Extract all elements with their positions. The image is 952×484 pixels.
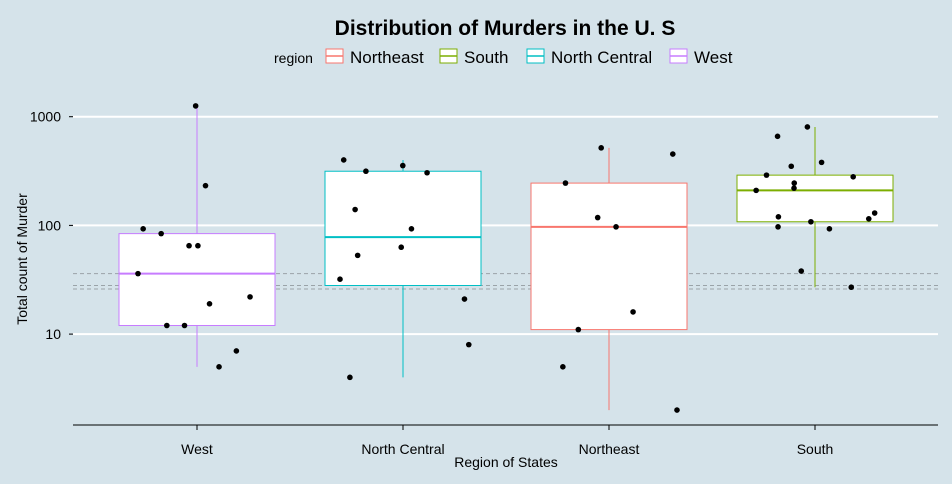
box-north-central	[324, 159, 482, 378]
data-point	[216, 364, 222, 370]
data-point	[808, 218, 814, 225]
data-point	[164, 322, 170, 329]
data-point	[848, 284, 855, 291]
data-point	[775, 224, 781, 230]
data-point	[195, 242, 201, 249]
data-point	[399, 162, 406, 169]
box-body	[324, 170, 482, 286]
data-point	[461, 296, 468, 302]
y-tick-label: 1000	[30, 109, 61, 125]
box-northeast	[530, 147, 688, 411]
data-point	[613, 224, 619, 230]
data-point	[818, 159, 825, 166]
data-point	[871, 210, 878, 216]
data-point	[347, 374, 353, 381]
legend: region Northeast South North Central West	[274, 48, 733, 67]
x-axis-ticks: West North Central Northeast South	[181, 425, 833, 457]
data-point	[354, 252, 361, 259]
data-point	[363, 168, 369, 175]
x-tick-label: North Central	[361, 441, 444, 457]
y-axis-label: Total count of Murder	[14, 193, 30, 325]
x-tick-label: West	[181, 441, 213, 457]
y-tick-label: 100	[38, 217, 62, 233]
data-point	[594, 214, 601, 221]
data-point	[352, 206, 358, 213]
data-point	[562, 180, 569, 186]
boxes	[118, 105, 894, 411]
data-point	[791, 185, 797, 191]
data-point	[181, 322, 188, 329]
data-point	[206, 300, 213, 307]
data-point	[763, 172, 770, 178]
data-point	[798, 268, 805, 274]
x-tick-label: South	[797, 441, 834, 457]
data-point	[202, 182, 209, 189]
data-point	[674, 407, 680, 413]
legend-item-west: West	[669, 48, 733, 67]
legend-item-north-central: North Central	[526, 48, 652, 67]
legend-title: region	[274, 50, 313, 66]
legend-label: Northeast	[350, 48, 424, 67]
y-axis-ticks: 10 100 1000	[30, 109, 73, 342]
data-point	[424, 169, 430, 176]
x-tick-label: Northeast	[579, 441, 640, 457]
data-point	[158, 230, 164, 237]
data-point	[791, 180, 798, 186]
data-point	[192, 103, 199, 109]
data-point	[140, 226, 146, 232]
chart-title: Distribution of Murders in the U. S	[335, 17, 676, 40]
data-point	[630, 309, 636, 315]
data-points	[135, 103, 878, 413]
legend-item-northeast: Northeast	[325, 48, 424, 67]
grid-lines	[73, 115, 938, 336]
data-point	[575, 326, 582, 333]
data-point	[340, 157, 347, 163]
data-point	[398, 244, 405, 251]
data-point	[826, 226, 833, 232]
y-tick-label: 10	[45, 326, 61, 342]
data-point	[560, 364, 566, 370]
data-point	[598, 145, 604, 151]
data-point	[186, 242, 192, 249]
data-point	[788, 163, 795, 170]
data-point	[408, 226, 415, 232]
data-point	[465, 341, 472, 348]
box-west	[118, 105, 276, 367]
legend-item-south: South	[439, 48, 508, 67]
x-axis-label: Region of States	[454, 454, 558, 470]
data-point	[233, 348, 240, 354]
box-body	[736, 174, 894, 223]
data-point	[850, 173, 856, 180]
box-body	[530, 182, 688, 331]
legend-label: West	[694, 48, 733, 67]
box-body	[118, 233, 276, 326]
data-point	[135, 270, 141, 277]
data-point	[337, 276, 343, 282]
legend-label: South	[464, 48, 508, 67]
box-south	[736, 126, 894, 288]
data-point	[753, 187, 759, 194]
data-point	[247, 294, 253, 300]
data-point	[865, 216, 872, 222]
data-point	[774, 133, 781, 140]
data-point	[804, 124, 811, 130]
legend-label: North Central	[551, 48, 652, 67]
data-point	[775, 213, 782, 220]
data-point	[669, 151, 676, 157]
